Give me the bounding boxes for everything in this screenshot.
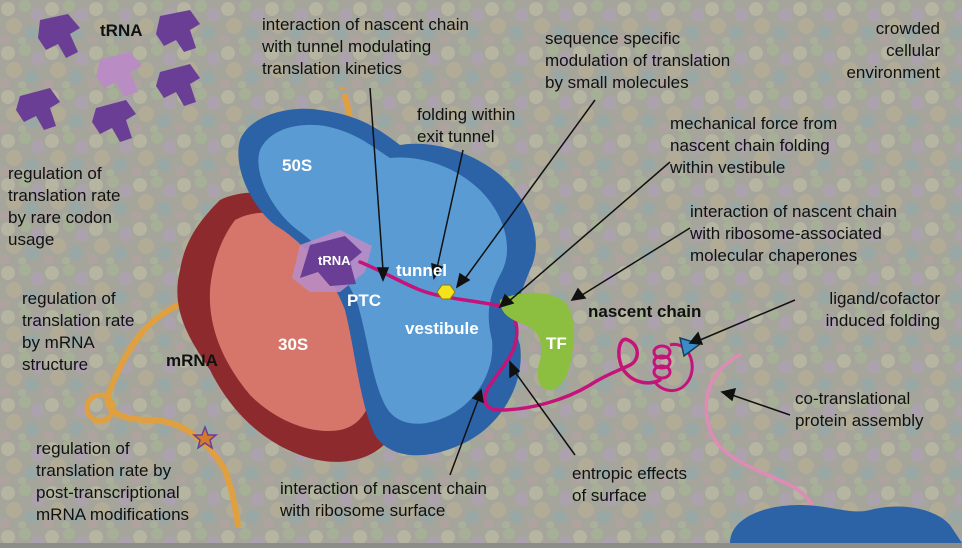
- trna-molecule: [38, 14, 80, 58]
- trna-small-label: tRNA: [318, 253, 351, 268]
- mrna-structure-label: regulation of translation rate by mRNA s…: [22, 289, 135, 374]
- surface-interaction-label: interaction of nascent chain with riboso…: [280, 479, 487, 520]
- assembly-chain: [704, 353, 827, 537]
- partner-ribosome: [730, 505, 962, 543]
- mrna-hairpin-loop: [84, 392, 116, 424]
- small-molecules-label: sequence specific modulation of translat…: [545, 29, 731, 92]
- rare-codon-label: regulation of translation rate by rare c…: [8, 164, 121, 249]
- mrna-label: mRNA: [166, 351, 218, 370]
- 30s-label: 30S: [278, 335, 309, 354]
- trna-cluster-label: tRNA: [100, 21, 143, 40]
- tunnel-interaction-label: interaction of nascent chain with tunnel…: [262, 15, 469, 78]
- tunnel-label: tunnel: [396, 261, 447, 280]
- trna-molecule: [92, 100, 136, 142]
- nascent-chain-label: nascent chain: [588, 302, 702, 321]
- annotation-arrows: [369, 87, 796, 476]
- ptc-label: PTC: [347, 291, 381, 310]
- mrna-modification-star: [191, 424, 219, 450]
- assembly-label: co-translational protein assembly: [795, 389, 924, 430]
- trna-in-ribosome: [300, 236, 362, 286]
- small-molecule-hexagon: [436, 284, 456, 300]
- chaperones-label: interaction of nascent chain with riboso…: [690, 202, 897, 265]
- ligand-label: ligand/cofactor induced folding: [825, 289, 940, 330]
- entropic-label: entropic effects of surface: [572, 464, 687, 505]
- folding-tunnel-label: folding within exit tunnel: [417, 105, 516, 146]
- trna-molecule-highlight: [96, 52, 142, 96]
- trigger-factor: [500, 292, 574, 390]
- trna-cluster: [16, 10, 200, 142]
- post-transcriptional-label: regulation of translation rate by post-t…: [36, 439, 190, 524]
- 50s-label: 50S: [282, 156, 313, 175]
- nascent-chain-strand: [358, 260, 662, 412]
- vestibule-label: vestibule: [405, 319, 479, 338]
- tf-label: TF: [546, 334, 567, 353]
- mechanical-force-label: mechanical force from nascent chain fold…: [670, 114, 838, 177]
- trna-molecule: [156, 64, 200, 106]
- trna-molecule: [156, 10, 200, 52]
- trna-molecule: [16, 88, 60, 130]
- crowded-environment-label: crowded cellular environment: [846, 19, 940, 82]
